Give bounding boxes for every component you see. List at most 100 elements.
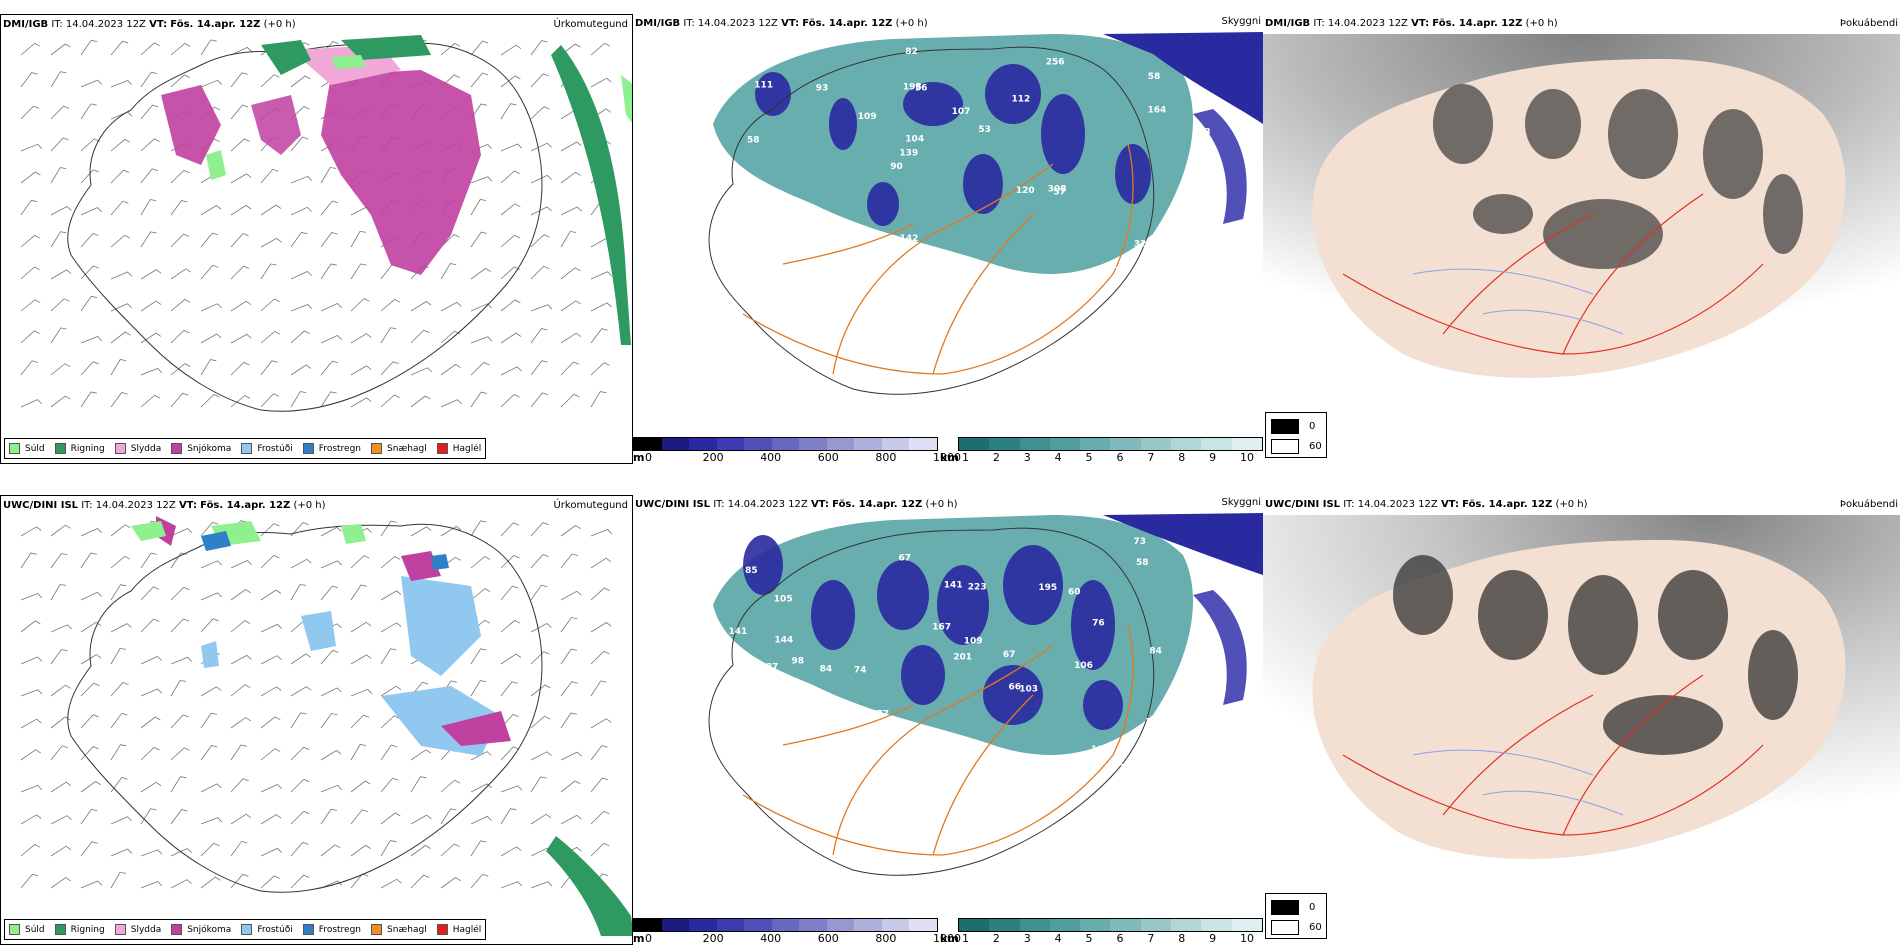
- wind-barb: [80, 138, 100, 152]
- wind-barb: [320, 880, 343, 889]
- wind-barb: [50, 298, 70, 312]
- wind-barb: [50, 137, 69, 152]
- legend-item: Slydda: [114, 443, 161, 454]
- wind-barb: [290, 558, 312, 569]
- cloudbase-value: 198: [903, 83, 922, 93]
- wind-barb: [110, 524, 131, 537]
- wind-barb: [140, 688, 162, 697]
- wind-barb: [170, 747, 190, 761]
- cloudbase-value: 105: [774, 595, 793, 605]
- fog-legend-row: 0: [1271, 900, 1315, 915]
- wind-barb: [500, 619, 521, 633]
- wind-barb: [200, 205, 222, 216]
- scale-tick: 4: [1054, 932, 1062, 945]
- wind-barb: [170, 552, 187, 569]
- wind-barb: [290, 364, 312, 376]
- wind-barb: [170, 200, 188, 216]
- legend-swatch: [9, 443, 20, 454]
- scale-tick: 800: [875, 451, 897, 464]
- scale-swatch: [1049, 438, 1081, 450]
- wind-barb: [170, 714, 190, 729]
- wind-barb: [260, 589, 282, 601]
- panel-title-visibility: Skyggni: [1221, 16, 1261, 27]
- scale-unit: km: [940, 451, 959, 464]
- wind-barb: [530, 623, 552, 633]
- cloudbase-value: 76: [1092, 618, 1105, 628]
- fog-swatch: [1271, 439, 1299, 454]
- wind-barb: [320, 844, 341, 857]
- wind-barb: [230, 138, 250, 152]
- wind-barb: [500, 203, 521, 216]
- cloudbase-value: 141: [944, 581, 963, 591]
- wind-barb: [500, 746, 520, 761]
- scale-swatch: [689, 919, 717, 931]
- wind-barb: [380, 777, 399, 793]
- wind-barb: [200, 876, 221, 889]
- wind-barb: [470, 303, 492, 312]
- lead-time: (+0 h): [263, 19, 296, 30]
- wind-barb: [140, 781, 162, 793]
- legend-item: Rigning: [54, 443, 105, 454]
- wind-barb: [170, 528, 192, 537]
- wind-barb: [440, 42, 461, 56]
- wind-barb: [320, 750, 342, 761]
- wind-barb: [50, 684, 71, 697]
- wind-barb: [380, 394, 400, 408]
- wind-barb: [500, 170, 520, 184]
- wind-barb: [110, 848, 133, 857]
- cloudbase-value: 111: [754, 81, 773, 91]
- wind-barb: [470, 783, 492, 793]
- scale-tick: 7: [1147, 932, 1155, 945]
- wind-barb: [530, 751, 552, 761]
- wind-barb: [50, 624, 72, 633]
- wind-barb: [230, 104, 249, 120]
- scale-swatch: [1080, 919, 1111, 931]
- wind-barb: [590, 557, 612, 569]
- scale-tick: 10: [1240, 451, 1254, 464]
- wind-barb: [320, 391, 337, 408]
- legend-label: Haglél: [452, 443, 482, 454]
- cloudbase-scale-bar: [633, 437, 938, 451]
- legend-label: Frostúði: [257, 443, 293, 454]
- cloudbase-scale-bar: [633, 918, 938, 932]
- wind-barb: [260, 847, 282, 857]
- wind-barb: [170, 363, 191, 376]
- wind-barb: [530, 651, 550, 665]
- legend-label: Snjókoma: [187, 443, 232, 454]
- cloudbase-value: 98: [792, 657, 805, 667]
- panel-title-precip: Úrkomutegund: [553, 19, 628, 30]
- wind-barb: [290, 522, 309, 537]
- wind-barb: [260, 686, 282, 697]
- wind-barb: [20, 656, 43, 665]
- wind-barb: [20, 42, 41, 56]
- wind-barb: [140, 168, 159, 184]
- cloudbase-value: 139: [899, 148, 918, 158]
- legend-label: Súld: [25, 924, 45, 935]
- wind-barb: [380, 622, 402, 633]
- wind-barb: [350, 844, 371, 857]
- wind-barb: [350, 688, 373, 697]
- wind-barb: [20, 171, 41, 184]
- wind-barb: [530, 522, 549, 537]
- wind-barb: [530, 328, 548, 344]
- legend-label: Súld: [25, 443, 45, 454]
- wind-barb: [260, 523, 280, 537]
- cloudbase-value: 109: [964, 636, 983, 646]
- wind-barb: [140, 808, 157, 825]
- model-name: UWC/DINI ISL: [3, 500, 79, 511]
- legend-swatch: [9, 924, 20, 935]
- wind-barb: [500, 555, 520, 569]
- cloudbase-value: 109: [858, 112, 877, 122]
- wind-barb: [260, 748, 281, 761]
- wind-barb: [530, 360, 548, 376]
- wind-barb: [380, 812, 401, 825]
- wind-barb: [500, 522, 520, 537]
- legend-label: Snæhagl: [387, 443, 427, 454]
- cloudbase-value: 75: [765, 738, 778, 748]
- wind-barb: [560, 300, 582, 312]
- wind-barb: [80, 361, 99, 376]
- wind-barb: [50, 745, 69, 761]
- scale-tick: 1: [962, 932, 969, 945]
- wind-barb: [140, 42, 160, 56]
- wind-barb: [80, 682, 100, 697]
